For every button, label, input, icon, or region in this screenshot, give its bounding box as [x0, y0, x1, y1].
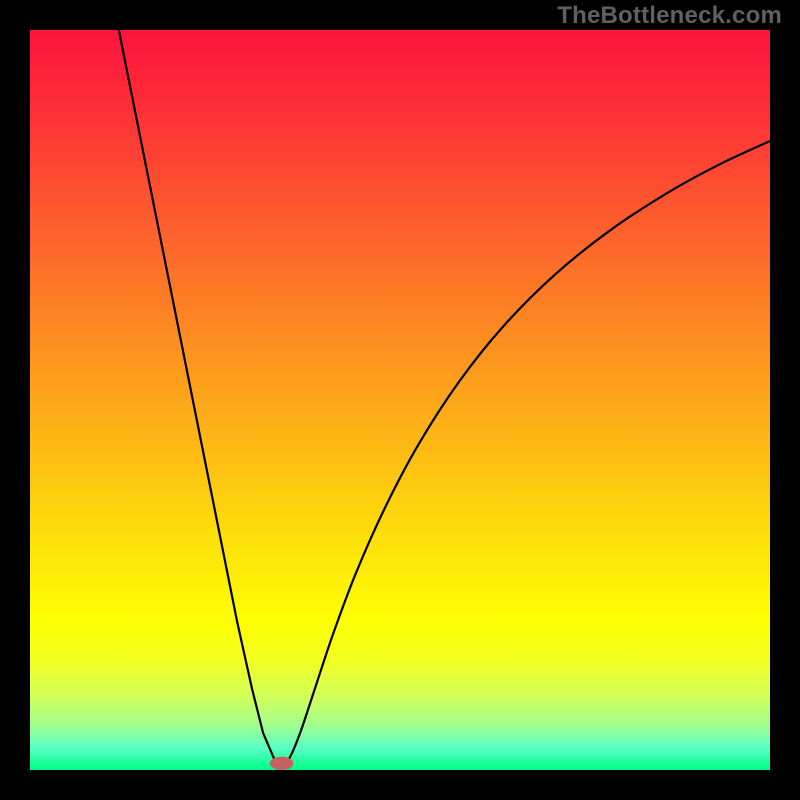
optimal-point-marker [270, 757, 294, 770]
chart-svg [0, 0, 800, 800]
chart-container: TheBottleneck.com [0, 0, 800, 800]
watermark-text: TheBottleneck.com [557, 2, 782, 30]
